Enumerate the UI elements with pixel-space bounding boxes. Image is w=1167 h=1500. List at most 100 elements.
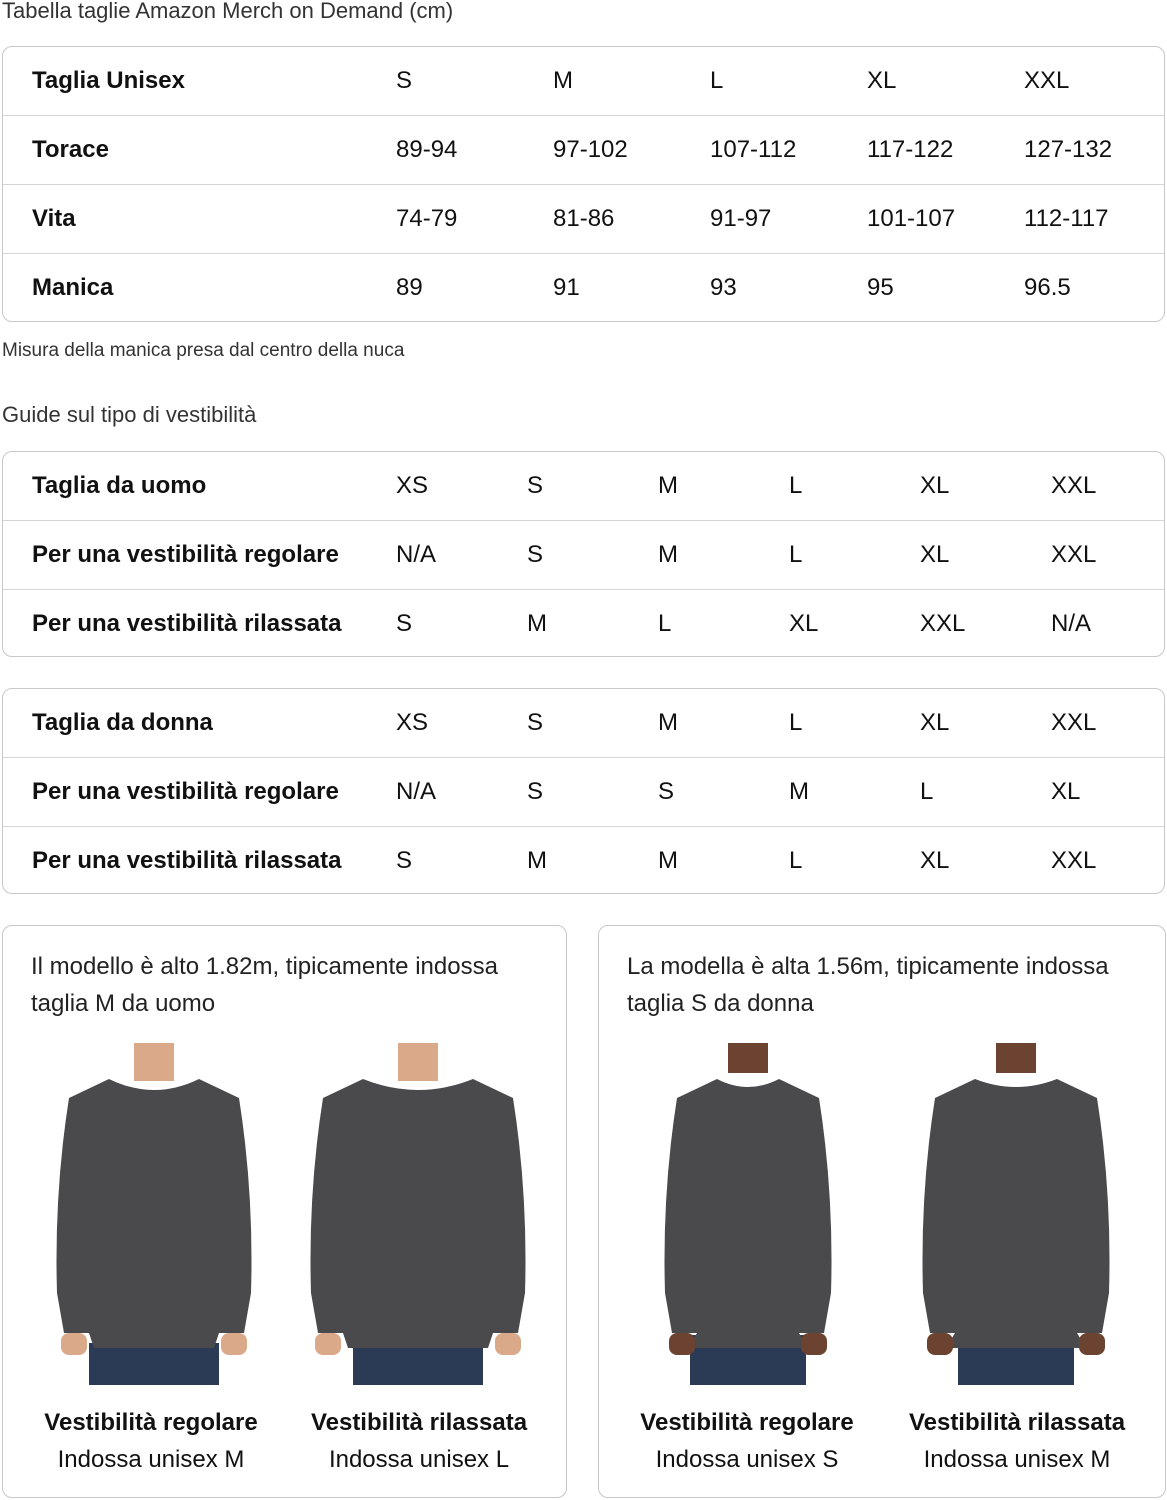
table-cell: 91 bbox=[553, 274, 580, 301]
table-cell: 89 bbox=[396, 274, 423, 301]
table-cell: XXL bbox=[1051, 472, 1097, 499]
fit-label: Vestibilità regolare bbox=[640, 1409, 854, 1436]
table-cell: L bbox=[789, 709, 803, 736]
table-cell: 127-132 bbox=[1024, 136, 1113, 163]
table-row: Per una vestibilità regolare N/A S S M L XL bbox=[3, 757, 1164, 826]
table-cell: M bbox=[527, 610, 547, 637]
male-model-card: Il modello è alto 1.82m, tipicamente ind… bbox=[2, 925, 567, 1498]
female-model-card: La modella è alta 1.56m, tipicamente ind… bbox=[598, 925, 1166, 1498]
row-label: Torace bbox=[32, 136, 109, 163]
table-cell: S bbox=[396, 847, 413, 874]
table-cell: XXL bbox=[920, 610, 966, 637]
hand bbox=[669, 1333, 695, 1355]
fit-guide-title: Guide sul tipo di vestibilità bbox=[2, 402, 257, 427]
caption-regular: Vestibilità regolare Indossa unisex S bbox=[617, 1404, 877, 1478]
table-cell: M bbox=[553, 67, 573, 94]
table-cell: 97-102 bbox=[553, 136, 628, 163]
table-cell: N/A bbox=[396, 541, 437, 568]
fit-label: Vestibilità regolare bbox=[44, 1409, 258, 1436]
table-cell: 89-94 bbox=[396, 136, 458, 163]
chart-title: Tabella taglie Amazon Merch on Demand (c… bbox=[2, 0, 454, 23]
hand bbox=[927, 1333, 953, 1355]
table-cell: N/A bbox=[396, 778, 437, 805]
table-row: Taglia da uomo XS S M L XL XXL bbox=[3, 452, 1164, 520]
table-cell: S bbox=[396, 67, 413, 94]
table-cell: N/A bbox=[1051, 610, 1092, 637]
table-cell: XL bbox=[920, 709, 950, 736]
hand bbox=[221, 1333, 247, 1355]
model-photo-regular bbox=[39, 1043, 269, 1385]
table-row: Per una vestibilità regolare N/A S M L XL XXL bbox=[3, 520, 1164, 589]
table-cell: XL bbox=[867, 67, 897, 94]
table-cell: 117-122 bbox=[867, 136, 954, 163]
table-cell: XXL bbox=[1051, 709, 1097, 736]
table-cell: L bbox=[789, 541, 803, 568]
table-row: Taglia Unisex S M L XL XXL bbox=[3, 47, 1164, 115]
sweatshirt bbox=[664, 1079, 832, 1348]
table-cell: L bbox=[789, 847, 803, 874]
table-cell: S bbox=[658, 778, 675, 805]
jeans bbox=[353, 1343, 483, 1385]
wears-label: Indossa unisex L bbox=[328, 1446, 510, 1473]
neck bbox=[398, 1043, 438, 1081]
table-cell: XL bbox=[920, 541, 950, 568]
women-fit-table: Taglia da donna XS S M L XL XXL Per una vestibi… bbox=[2, 688, 1165, 894]
table-cell: L bbox=[658, 610, 672, 637]
table-row: Manica 89 91 93 95 96.5 bbox=[3, 253, 1164, 322]
table-cell: XL bbox=[920, 472, 950, 499]
sweatshirt bbox=[922, 1079, 1110, 1348]
table-cell: L bbox=[920, 778, 934, 805]
row-label: Taglia Unisex bbox=[32, 67, 185, 94]
wears-label: Indossa unisex S bbox=[655, 1446, 839, 1473]
table-cell: M bbox=[658, 541, 678, 568]
wears-label: Indossa unisex M bbox=[57, 1446, 245, 1473]
model-photo-relaxed bbox=[901, 1043, 1131, 1385]
row-label: Vita bbox=[32, 205, 76, 232]
table-cell: M bbox=[527, 847, 547, 874]
table-cell: S bbox=[527, 472, 544, 499]
men-fit-table: Taglia da uomo XS S M L XL XXL Per una vestibil… bbox=[2, 451, 1165, 657]
table-cell: 101-107 bbox=[867, 205, 956, 232]
sleeve-note: Misura della manica presa dal centro del… bbox=[2, 340, 405, 361]
row-label: Per una vestibilità rilassata bbox=[32, 847, 342, 874]
jeans bbox=[89, 1343, 219, 1385]
table-row: Per una vestibilità rilassata S M L XL XXL N/A bbox=[3, 589, 1164, 658]
neck bbox=[728, 1043, 768, 1073]
table-cell: S bbox=[527, 709, 544, 736]
neck bbox=[134, 1043, 174, 1081]
row-label: Taglia da uomo bbox=[32, 472, 207, 499]
model-description: La modella è alta 1.56m, tipicamente ind… bbox=[627, 953, 1109, 1017]
table-cell: L bbox=[789, 472, 803, 499]
sweatshirt bbox=[310, 1079, 526, 1348]
table-cell: M bbox=[658, 472, 678, 499]
hand bbox=[61, 1333, 87, 1355]
fit-label: Vestibilità rilassata bbox=[310, 1409, 528, 1436]
table-cell: S bbox=[527, 541, 544, 568]
row-label: Per una vestibilità regolare bbox=[32, 541, 339, 568]
table-cell: M bbox=[658, 847, 678, 874]
table-cell: M bbox=[789, 778, 809, 805]
neck bbox=[996, 1043, 1036, 1073]
table-cell: XXL bbox=[1051, 847, 1097, 874]
row-label: Manica bbox=[32, 274, 114, 301]
table-cell: 96.5 bbox=[1024, 274, 1071, 301]
unisex-size-table: Taglia Unisex S M L XL XXL Torace 89-94 97-102 10… bbox=[2, 46, 1165, 322]
table-cell: XXL bbox=[1024, 67, 1070, 94]
sweatshirt bbox=[56, 1079, 252, 1348]
table-row: Vita 74-79 81-86 91-97 101-107 112-117 bbox=[3, 184, 1164, 253]
row-label: Per una vestibilità rilassata bbox=[32, 610, 342, 637]
table-cell: 107-112 bbox=[710, 136, 797, 163]
table-row: Torace 89-94 97-102 107-112 117-122 127-132 bbox=[3, 115, 1164, 184]
caption-relaxed: Vestibilità rilassata Indossa unisex M bbox=[887, 1404, 1147, 1478]
model-photo-relaxed bbox=[303, 1043, 533, 1385]
hand bbox=[1079, 1333, 1105, 1355]
row-label: Taglia da donna bbox=[32, 709, 213, 736]
model-photo-regular bbox=[633, 1043, 863, 1385]
fit-label: Vestibilità rilassata bbox=[908, 1409, 1126, 1436]
table-row: Per una vestibilità rilassata S M M L XL XXL bbox=[3, 826, 1164, 895]
table-cell: S bbox=[527, 778, 544, 805]
table-cell: 93 bbox=[710, 274, 737, 301]
hand bbox=[801, 1333, 827, 1355]
model-description: Il modello è alto 1.82m, tipicamente ind… bbox=[31, 953, 498, 1017]
